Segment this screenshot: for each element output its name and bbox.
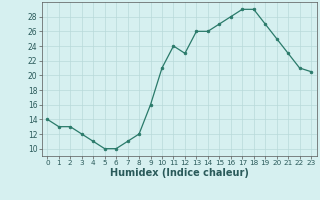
- X-axis label: Humidex (Indice chaleur): Humidex (Indice chaleur): [110, 168, 249, 178]
